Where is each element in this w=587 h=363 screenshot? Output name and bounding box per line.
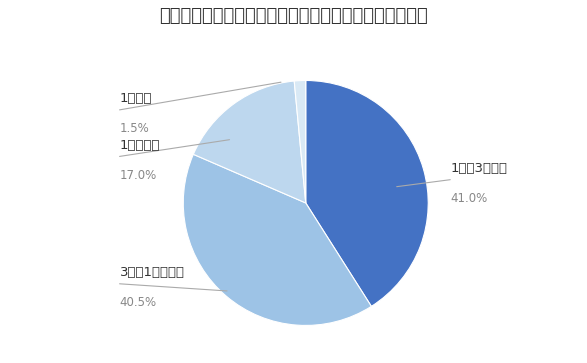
Text: 41.0%: 41.0%	[450, 192, 488, 205]
Wedge shape	[193, 81, 306, 203]
Text: 40.5%: 40.5%	[120, 296, 157, 309]
Text: 17.0%: 17.0%	[120, 169, 157, 182]
Text: 3日～1週間未満: 3日～1週間未満	[120, 266, 184, 279]
Text: 1週間以上: 1週間以上	[120, 139, 160, 151]
Text: 1日未満: 1日未満	[120, 92, 152, 105]
Wedge shape	[183, 154, 372, 326]
Wedge shape	[306, 81, 429, 306]
Title: 今年の夏の思い出作りに使う日数はどのくらいですか？: 今年の夏の思い出作りに使う日数はどのくらいですか？	[159, 7, 428, 25]
Wedge shape	[294, 81, 306, 203]
Text: 1日～3日未満: 1日～3日未満	[450, 162, 507, 175]
Text: 1.5%: 1.5%	[120, 122, 149, 135]
